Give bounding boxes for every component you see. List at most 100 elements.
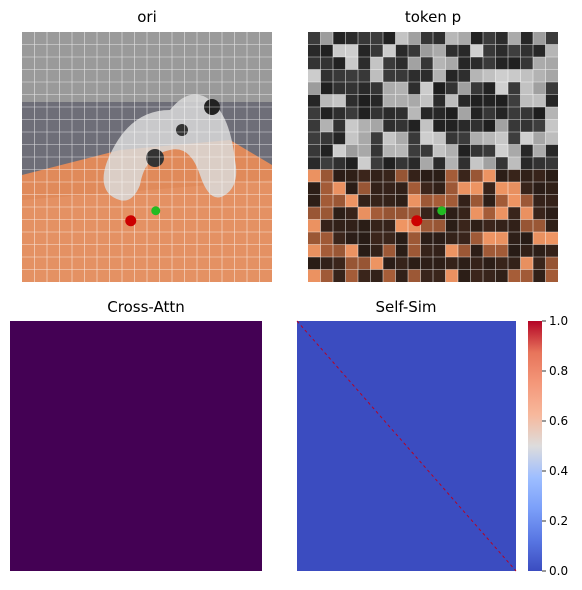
token-cell — [408, 194, 421, 208]
token-cell — [333, 119, 346, 133]
token-cell — [333, 169, 346, 183]
token-cell — [333, 132, 346, 145]
token-cell — [495, 107, 509, 120]
token-cell — [495, 32, 509, 45]
token-cell — [495, 219, 509, 233]
token-cell — [358, 69, 371, 83]
token-cell — [533, 57, 546, 70]
token-cell — [508, 132, 521, 145]
token-cell — [408, 69, 421, 83]
token-cell — [533, 219, 546, 233]
token-cell — [408, 144, 421, 158]
token-cell — [508, 257, 521, 270]
token-cell — [370, 32, 384, 45]
token-cell — [420, 232, 434, 245]
token-cell — [358, 157, 371, 170]
token-cell — [433, 32, 446, 45]
token-cell — [520, 244, 534, 258]
token-cell — [383, 194, 396, 208]
token-cell — [358, 94, 371, 108]
token-cell — [433, 194, 446, 208]
ori-scene — [22, 32, 272, 282]
token-cell — [495, 257, 509, 270]
token-cell — [370, 219, 384, 233]
token-cell — [395, 207, 409, 220]
token-cell — [445, 257, 459, 270]
token-cell — [483, 119, 496, 133]
token-cell — [395, 132, 409, 145]
token-cell — [508, 169, 521, 183]
red-marker — [411, 215, 423, 227]
token-cell — [470, 269, 484, 282]
token-cell — [433, 57, 446, 70]
token-cell — [508, 32, 521, 45]
colorbar-tick-label: 1.0 — [549, 314, 568, 328]
token-cell — [508, 219, 521, 233]
token-cell — [395, 182, 409, 195]
token-cell — [458, 232, 471, 245]
token-cell — [483, 144, 496, 158]
token-cell — [545, 144, 558, 158]
token-cell — [520, 107, 534, 120]
token-cell — [508, 194, 521, 208]
token-cell — [533, 244, 546, 258]
token-cell — [533, 119, 546, 133]
token-cell — [470, 94, 484, 108]
token-cell — [458, 257, 471, 270]
token-grid — [308, 32, 558, 282]
token-cell — [370, 132, 384, 145]
token-cell — [520, 44, 534, 58]
token-cell — [320, 69, 334, 83]
token-cell — [408, 169, 421, 183]
panel-title-ori: ori — [137, 8, 157, 26]
token-cell — [383, 44, 396, 58]
token-cell — [495, 244, 509, 258]
token-cell — [308, 82, 321, 95]
token-cell — [483, 207, 496, 220]
token-cell — [420, 182, 434, 195]
cross-attn-heatmap — [10, 321, 262, 571]
token-cell — [508, 269, 521, 282]
token-cell — [308, 219, 321, 233]
token-cell — [345, 32, 359, 45]
token-cell — [420, 107, 434, 120]
token-cell — [483, 182, 496, 195]
token-cell — [483, 57, 496, 70]
token-cell — [308, 182, 321, 195]
token-cell — [445, 194, 459, 208]
panel-cross-attn: Cross-Attn — [10, 298, 262, 571]
token-cell — [545, 269, 558, 282]
token-cell — [520, 232, 534, 245]
token-cell — [508, 107, 521, 120]
token-cell — [420, 144, 434, 158]
token-cell — [545, 94, 558, 108]
panel-title-token: token p — [405, 8, 461, 26]
token-cell — [345, 44, 359, 58]
token-cell — [458, 107, 471, 120]
token-cell — [333, 144, 346, 158]
token-cell — [470, 232, 484, 245]
token-cell — [458, 144, 471, 158]
token-cell — [420, 69, 434, 83]
token-cell — [533, 32, 546, 45]
token-cell — [383, 82, 396, 95]
token-cell — [483, 82, 496, 95]
token-cell — [520, 269, 534, 282]
token-cell — [483, 94, 496, 108]
token-cell — [545, 257, 558, 270]
token-cell — [358, 269, 371, 282]
token-cell — [545, 57, 558, 70]
token-cell — [445, 82, 459, 95]
token-cell — [445, 94, 459, 108]
token-cell — [408, 132, 421, 145]
token-cell — [545, 69, 558, 83]
token-cell — [495, 157, 509, 170]
token-cell — [370, 244, 384, 258]
token-cell — [483, 157, 496, 170]
token-cell — [408, 182, 421, 195]
token-cell — [395, 169, 409, 183]
token-cell — [445, 157, 459, 170]
token-cell — [420, 219, 434, 233]
token-cell — [370, 44, 384, 58]
